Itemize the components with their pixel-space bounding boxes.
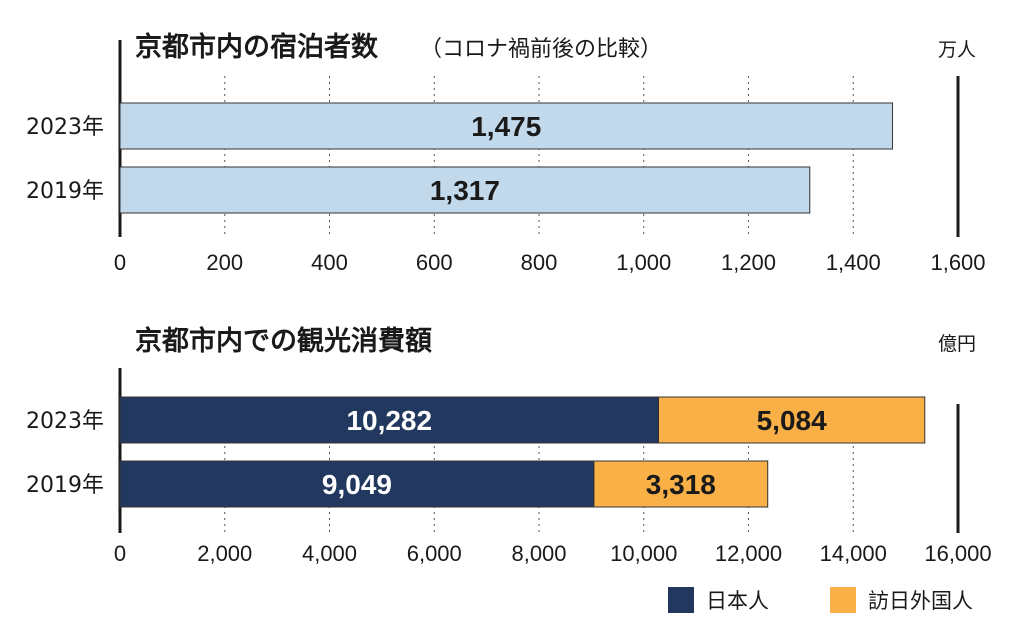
legend: 日本人 訪日外国人 <box>668 587 973 613</box>
chart-lodging-unit: 万人 <box>938 39 976 61</box>
data-label: 5,084 <box>757 405 827 436</box>
chart-spending-categories: 2023年 2019年 <box>26 409 104 498</box>
bar-2023年-日本人 <box>119 396 660 444</box>
category-label: 2019年 <box>26 473 104 498</box>
tick-label: 1,000 <box>616 250 671 275</box>
tick-label: 8,000 <box>511 541 566 566</box>
chart-lodging-categories: 2023年 2019年 <box>26 115 104 204</box>
tick-label: 4,000 <box>302 541 357 566</box>
chart-lodging-ticks: 0 200 400 600 800 1,000 1,200 1,400 1,600 <box>114 250 986 275</box>
tick-label: 16,000 <box>924 541 991 566</box>
chart-lodging-title: 京都市内の宿泊者数 <box>135 31 379 63</box>
bar-2019年-訪日外国人 <box>593 460 769 508</box>
bar-2019年-日本人 <box>119 460 595 508</box>
tick-label: 6,000 <box>407 541 462 566</box>
tick-label: 1,200 <box>721 250 776 275</box>
tick-label: 1,600 <box>930 250 985 275</box>
bar-2023年-訪日外国人 <box>658 396 926 444</box>
tick-label: 2,000 <box>197 541 252 566</box>
tick-label: 0 <box>114 541 126 566</box>
legend-label-japanese: 日本人 <box>706 589 769 613</box>
tick-label: 400 <box>311 250 348 275</box>
tick-label: 800 <box>521 250 558 275</box>
legend-swatch-japanese <box>668 587 694 613</box>
tick-label: 0 <box>114 250 126 275</box>
data-label: 9,049 <box>322 469 392 500</box>
data-label: 3,318 <box>646 469 716 500</box>
data-label: 1,475 <box>471 111 541 142</box>
bar-2023年-value <box>119 102 894 150</box>
tick-label: 600 <box>416 250 453 275</box>
data-label: 1,317 <box>430 175 500 206</box>
tick-label: 200 <box>206 250 243 275</box>
category-label: 2023年 <box>26 115 104 140</box>
chart-lodging-bars: 1,475 1,317 <box>119 102 894 214</box>
category-label: 2019年 <box>26 179 104 204</box>
chart-spending-ticks: 0 2,000 4,000 6,000 8,000 10,000 12,000 14,000 1… <box>114 541 992 566</box>
tick-label: 14,000 <box>820 541 887 566</box>
tick-label: 10,000 <box>610 541 677 566</box>
legend-swatch-foreign <box>830 587 856 613</box>
category-label: 2023年 <box>26 409 104 434</box>
chart-spending-gridlines <box>118 368 960 533</box>
tick-label: 1,400 <box>826 250 881 275</box>
legend-label-foreign: 訪日外国人 <box>868 589 973 613</box>
chart-spending-unit: 億円 <box>938 333 976 355</box>
tick-label: 12,000 <box>715 541 782 566</box>
chart-spending-title: 京都市内での観光消費額 <box>135 325 432 357</box>
chart-lodging-subtitle: （コロナ禍前後の比較） <box>420 37 662 62</box>
chart-lodging: 京都市内の宿泊者数 （コロナ禍前後の比較） 万人 1,475 1,317 2023… <box>26 31 986 275</box>
chart-spending-bars: 10,282 5,084 9,049 3,318 <box>119 396 926 508</box>
data-label: 10,282 <box>346 405 432 436</box>
bar-2019年-value <box>119 166 811 214</box>
chart-spending: 京都市内での観光消費額 億円 10,282 5,084 9,049 3,318 202… <box>26 325 992 566</box>
